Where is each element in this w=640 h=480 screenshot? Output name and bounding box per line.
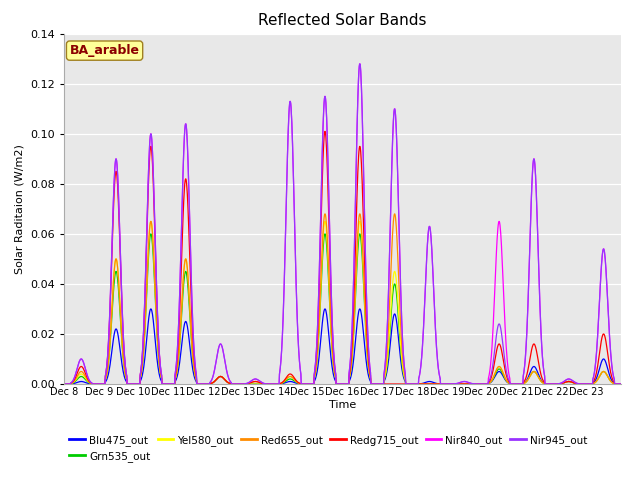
Nir840_out [147, 131, 155, 137]
Yel580_out [147, 218, 154, 224]
Nir840_out [317, 193, 325, 199]
Red655_out [317, 270, 325, 276]
Line: Redg715_out: Redg715_out [64, 132, 621, 384]
Grn535_out [328, 347, 336, 352]
Redg715_out [617, 381, 625, 387]
Red655_out [474, 381, 482, 387]
Nir840_out [610, 375, 618, 381]
Line: Red655_out: Red655_out [64, 214, 621, 384]
Yel580_out [317, 266, 325, 272]
Line: Yel580_out: Yel580_out [64, 221, 621, 384]
Yel580_out [60, 381, 68, 387]
Nir945_out [474, 381, 482, 387]
Nir945_out [60, 381, 68, 387]
Nir945_out [356, 61, 364, 67]
Grn535_out [148, 232, 156, 238]
Blu475_out [617, 381, 625, 387]
Yel580_out [617, 381, 625, 387]
Nir840_out [556, 381, 563, 386]
Nir945_out [556, 381, 563, 386]
Grn535_out [317, 275, 325, 281]
Blu475_out [610, 380, 618, 386]
Blu475_out [317, 328, 325, 334]
Y-axis label: Solar Raditaion (W/m2): Solar Raditaion (W/m2) [15, 144, 25, 274]
Nir840_out [328, 304, 335, 310]
Redg715_out [556, 381, 563, 387]
Blu475_out [328, 364, 336, 370]
Grn535_out [617, 381, 625, 387]
Yel580_out [610, 381, 618, 386]
Red655_out [321, 211, 329, 217]
Nir945_out [328, 304, 335, 310]
Nir840_out [474, 381, 482, 387]
Nir945_out [617, 381, 625, 387]
Grn535_out [556, 381, 563, 387]
Nir840_out [617, 381, 625, 387]
Blu475_out [474, 381, 482, 387]
Red655_out [147, 218, 155, 224]
Blu475_out [60, 381, 68, 387]
Redg715_out [610, 379, 618, 384]
Redg715_out [328, 323, 336, 328]
Grn535_out [610, 381, 618, 386]
Red655_out [328, 342, 336, 348]
Grn535_out [147, 231, 154, 237]
Grn535_out [474, 381, 482, 387]
Redg715_out [147, 144, 155, 149]
X-axis label: Time: Time [329, 399, 356, 409]
Yel580_out [148, 220, 156, 226]
Text: BA_arable: BA_arable [70, 44, 140, 57]
Nir945_out [147, 131, 155, 137]
Title: Reflected Solar Bands: Reflected Solar Bands [258, 13, 427, 28]
Redg715_out [474, 381, 482, 387]
Yel580_out [474, 381, 482, 387]
Red655_out [610, 381, 618, 386]
Line: Grn535_out: Grn535_out [64, 234, 621, 384]
Legend: Blu475_out, Grn535_out, Yel580_out, Red655_out, Redg715_out, Nir840_out, Nir945_: Blu475_out, Grn535_out, Yel580_out, Red6… [69, 435, 587, 462]
Red655_out [556, 381, 563, 387]
Red655_out [60, 381, 68, 387]
Line: Blu475_out: Blu475_out [64, 309, 621, 384]
Line: Nir945_out: Nir945_out [64, 64, 621, 384]
Nir945_out [610, 375, 618, 381]
Yel580_out [556, 381, 563, 387]
Yel580_out [328, 344, 336, 349]
Grn535_out [60, 381, 68, 387]
Blu475_out [147, 306, 154, 312]
Nir840_out [356, 61, 364, 67]
Nir840_out [60, 381, 68, 387]
Redg715_out [321, 129, 329, 134]
Red655_out [617, 381, 625, 387]
Blu475_out [148, 307, 156, 312]
Redg715_out [317, 216, 325, 221]
Nir945_out [317, 193, 325, 199]
Line: Nir840_out: Nir840_out [64, 64, 621, 384]
Redg715_out [60, 381, 68, 387]
Blu475_out [556, 381, 563, 387]
